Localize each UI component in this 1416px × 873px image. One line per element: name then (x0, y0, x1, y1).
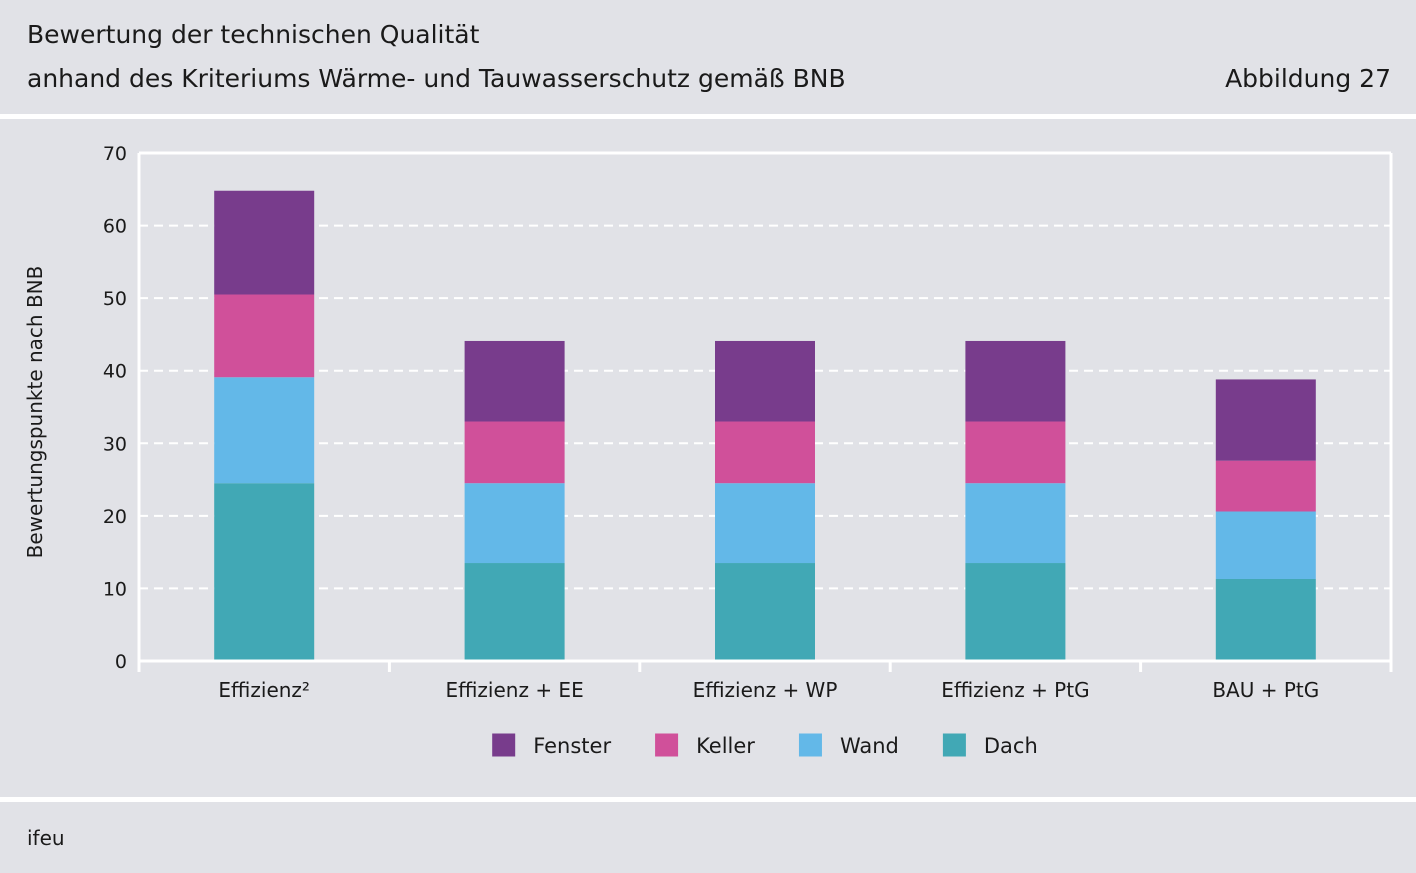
bar-segment-dach (464, 563, 565, 661)
y-tick-label: 40 (103, 361, 127, 383)
legend-label-keller: Keller (696, 734, 755, 758)
footer-divider (0, 797, 1416, 802)
bar-segment-fenster (715, 340, 815, 422)
bar-segment-dach (214, 483, 315, 661)
y-tick-label: 0 (115, 651, 127, 673)
legend-swatch-wand (798, 733, 822, 757)
x-tick-label: BAU + PtG (1212, 678, 1319, 702)
x-tick-label: Effizienz + EE (445, 678, 583, 702)
bar-segment-wand (965, 483, 1066, 564)
bar-segment-dach (965, 563, 1066, 661)
x-tick-label: Effizienz² (218, 678, 310, 702)
y-axis-title: Bewertungspunkte nach BNB (23, 266, 47, 559)
bar-segment-keller (965, 421, 1066, 484)
bar-segment-wand (715, 483, 815, 564)
bar-segment-wand (1215, 511, 1316, 579)
chart-header: Bewertung der technischen Qualität anhan… (0, 0, 1416, 114)
chart-title-line-2: anhand des Kriteriums Wärme- und Tauwass… (27, 64, 846, 93)
bar-segment-keller (464, 421, 565, 484)
bar-segment-fenster (214, 190, 315, 295)
y-tick-label: 60 (103, 216, 127, 238)
bar-segment-keller (1215, 460, 1316, 512)
y-tick-label: 20 (103, 506, 127, 528)
bar-segment-wand (214, 377, 315, 484)
source-label: ifeu (27, 826, 65, 850)
bar-segment-keller (214, 294, 315, 378)
bar-segment-fenster (464, 340, 565, 422)
bar-segment-keller (715, 421, 815, 484)
legend-swatch-keller (655, 733, 679, 757)
legend-swatch-fenster (492, 733, 516, 757)
bar-segment-dach (715, 563, 815, 661)
figure-label: Abbildung 27 (1225, 64, 1391, 93)
chart-title-line-1: Bewertung der technischen Qualität (27, 20, 480, 49)
y-tick-label: 70 (103, 143, 127, 165)
bar-segment-wand (464, 483, 565, 564)
bar-segment-dach (1215, 578, 1316, 661)
legend-label-fenster: Fenster (533, 734, 611, 758)
y-tick-label: 10 (103, 578, 127, 600)
x-tick-label: Effizienz + WP (693, 678, 838, 702)
bar-segment-fenster (965, 340, 1066, 422)
legend-label-wand: Wand (840, 734, 899, 758)
x-tick-label: Effizienz + PtG (941, 678, 1089, 702)
legend-label-dach: Dach (984, 734, 1038, 758)
legend-swatch-dach (942, 733, 966, 757)
header-divider (0, 114, 1416, 119)
y-tick-label: 30 (103, 433, 127, 455)
bar-segment-fenster (1215, 379, 1316, 461)
y-tick-label: 50 (103, 288, 127, 310)
